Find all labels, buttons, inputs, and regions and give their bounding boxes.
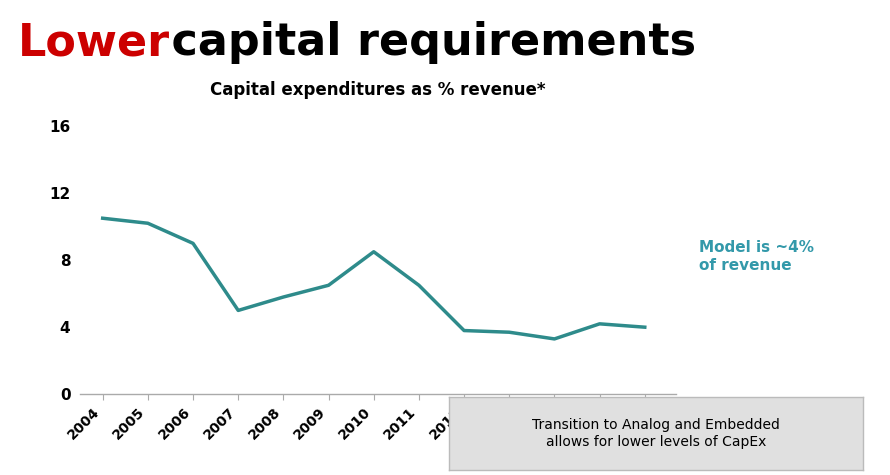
- Text: capital requirements: capital requirements: [156, 21, 696, 64]
- Text: Model is ~4%
of revenue: Model is ~4% of revenue: [699, 240, 813, 273]
- Text: Lower: Lower: [18, 21, 170, 64]
- Title: Capital expenditures as % revenue*: Capital expenditures as % revenue*: [211, 81, 546, 99]
- Text: Transition to Analog and Embedded
allows for lower levels of CapEx: Transition to Analog and Embedded allows…: [532, 418, 781, 448]
